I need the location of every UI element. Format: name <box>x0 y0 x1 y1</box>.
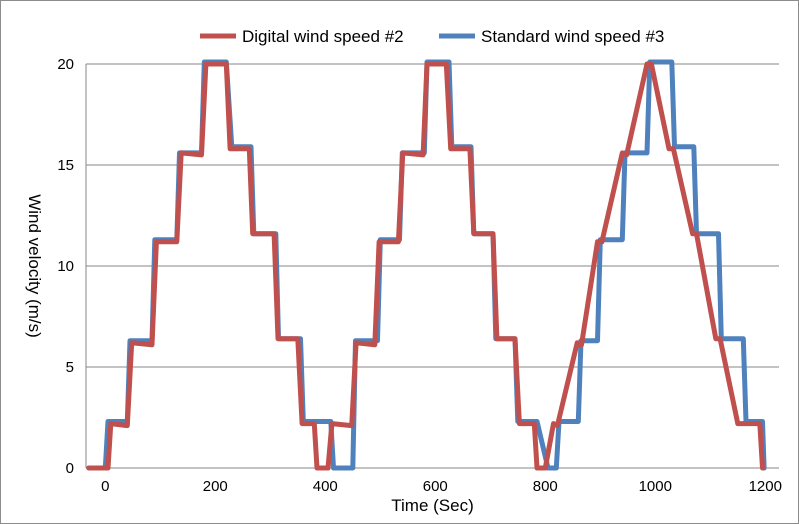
y-tick-label: 15 <box>57 157 74 174</box>
x-axis-title: Time (Sec) <box>391 496 474 515</box>
x-tick-label: 1000 <box>639 478 672 495</box>
x-tick-label: 0 <box>101 478 109 495</box>
x-tick-label: 800 <box>533 478 558 495</box>
y-tick-label: 0 <box>66 460 74 477</box>
x-tick-label: 600 <box>423 478 448 495</box>
legend-label-1: Digital wind speed #2 <box>242 27 404 46</box>
y-tick-label: 10 <box>57 258 74 275</box>
legend-label-2: Standard wind speed #3 <box>481 27 664 46</box>
x-tick-label: 1200 <box>749 478 782 495</box>
x-tick-label: 200 <box>203 478 228 495</box>
x-tick-label: 400 <box>313 478 338 495</box>
y-tick-label: 5 <box>66 359 74 376</box>
series-line-2 <box>86 61 765 471</box>
y-axis-title: Wind velocity (m/s) <box>25 194 44 338</box>
y-tick-label: 20 <box>57 56 74 73</box>
